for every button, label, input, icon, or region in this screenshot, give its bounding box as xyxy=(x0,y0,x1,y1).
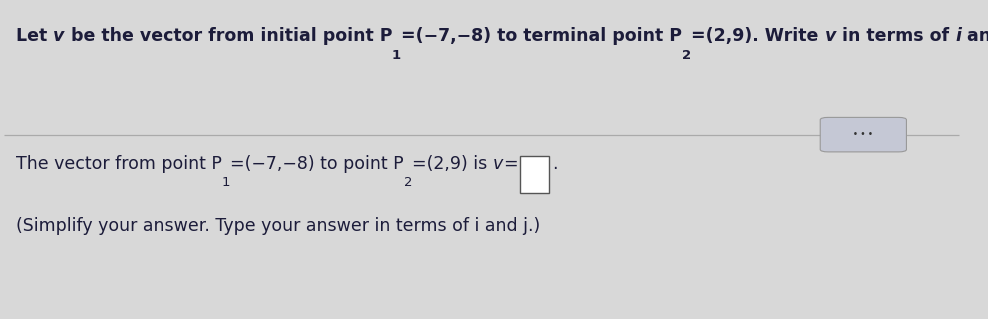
Text: v: v xyxy=(825,27,836,45)
Text: =(−7,−8) to point P: =(−7,−8) to point P xyxy=(230,155,404,173)
Text: Let: Let xyxy=(16,27,53,45)
Text: v: v xyxy=(53,27,64,45)
Text: v: v xyxy=(493,155,504,173)
Text: .: . xyxy=(552,155,558,173)
Text: and: and xyxy=(961,27,988,45)
FancyBboxPatch shape xyxy=(820,117,906,152)
Text: (Simplify your answer. Type your answer in terms of i and j.): (Simplify your answer. Type your answer … xyxy=(16,217,540,235)
Text: 1: 1 xyxy=(221,176,230,189)
Text: The vector from point P: The vector from point P xyxy=(16,155,221,173)
Text: =: = xyxy=(504,155,518,173)
Text: 2: 2 xyxy=(682,48,692,62)
Text: =(−7,−8) to terminal point P: =(−7,−8) to terminal point P xyxy=(401,27,682,45)
Text: 2: 2 xyxy=(404,176,412,189)
Text: 1: 1 xyxy=(392,48,401,62)
Text: • • •: • • • xyxy=(854,130,873,139)
Text: =(2,9). Write: =(2,9). Write xyxy=(692,27,825,45)
Text: be the vector from initial point P: be the vector from initial point P xyxy=(64,27,392,45)
Text: in terms of: in terms of xyxy=(836,27,955,45)
FancyBboxPatch shape xyxy=(520,156,549,193)
Text: =(2,9) is: =(2,9) is xyxy=(412,155,493,173)
Text: i: i xyxy=(955,27,961,45)
